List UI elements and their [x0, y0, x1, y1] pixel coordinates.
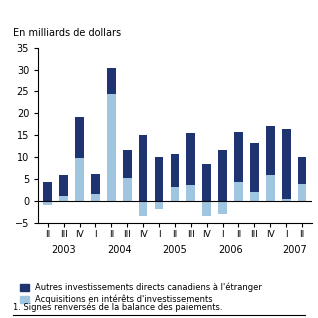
Bar [91, 194, 100, 201]
Bar [123, 150, 132, 178]
Bar [139, 201, 148, 216]
Bar [202, 201, 211, 216]
Bar [298, 184, 307, 201]
Bar [250, 192, 259, 201]
Bar [282, 198, 291, 201]
Bar [123, 178, 132, 201]
Text: 2003: 2003 [51, 245, 76, 255]
Bar [107, 93, 116, 201]
Bar [59, 176, 68, 196]
Bar [75, 117, 84, 158]
Text: 1. Signes renversés de la balance des paiements.: 1. Signes renversés de la balance des pa… [13, 302, 222, 312]
Bar [202, 164, 211, 201]
Bar [282, 128, 291, 198]
Bar [155, 201, 163, 210]
Bar [43, 201, 52, 205]
Text: 2007: 2007 [282, 245, 307, 255]
Bar [186, 185, 195, 201]
Legend: Autres investissements directs canadiens à l'étranger, Acquisitions en intérêts : Autres investissements directs canadiens… [20, 283, 262, 304]
Bar [218, 201, 227, 214]
Bar [234, 132, 243, 182]
Bar [155, 157, 163, 201]
Text: 2006: 2006 [218, 245, 243, 255]
Bar [107, 68, 116, 93]
Bar [139, 135, 148, 201]
Bar [266, 126, 275, 176]
Bar [250, 143, 259, 192]
Bar [298, 157, 307, 184]
Bar [75, 158, 84, 201]
Bar [234, 182, 243, 201]
Bar [266, 176, 275, 201]
Bar [170, 154, 179, 187]
Bar [218, 150, 227, 201]
Bar [91, 174, 100, 194]
Text: 2005: 2005 [162, 245, 187, 255]
Text: En milliards de dollars: En milliards de dollars [13, 28, 121, 38]
Bar [170, 187, 179, 201]
Bar [186, 133, 195, 185]
Bar [43, 182, 52, 201]
Text: 2004: 2004 [107, 245, 132, 255]
Bar [59, 196, 68, 201]
